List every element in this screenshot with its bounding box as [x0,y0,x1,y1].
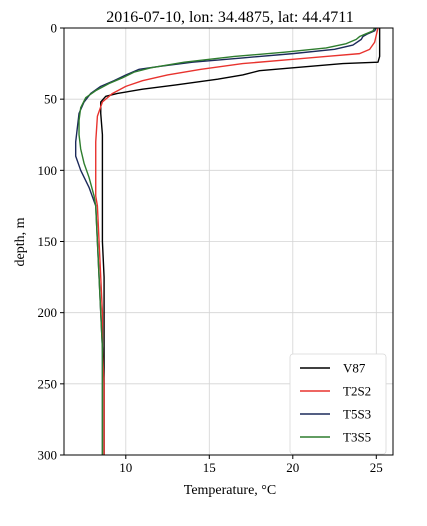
legend-label-t5s3: T5S3 [343,407,371,422]
x-axis-title: Temperature, °C [184,483,276,498]
y-tick-label: 0 [51,21,58,36]
series-line-t2s2 [95,27,379,455]
legend-box [289,353,387,455]
y-axis-title: depth, m [13,217,28,266]
series-lines [74,27,381,455]
series-line-t3s5 [78,27,376,455]
x-tick-label: 10 [119,460,132,475]
legend: V87 T2S2 T5S3 T3S5 [289,353,387,455]
y-tick-label: 100 [38,163,58,178]
y-tick-label: 150 [38,234,58,249]
x-tick-label: 20 [286,460,299,475]
x-tick-label: 25 [370,460,383,475]
legend-label-t2s2: T2S2 [343,384,371,399]
legend-label-v87: V87 [343,361,366,376]
chart-title: 2016-07-10, lon: 34.4875, lat: 44.4711 [106,9,353,26]
legend-label-t3s5: T3S5 [343,430,371,445]
y-tick-label: 200 [38,305,58,320]
y-tick-label: 300 [38,448,58,463]
x-tick-label: 15 [203,460,216,475]
y-tick-label: 250 [38,376,58,391]
y-tick-label: 50 [44,92,57,107]
